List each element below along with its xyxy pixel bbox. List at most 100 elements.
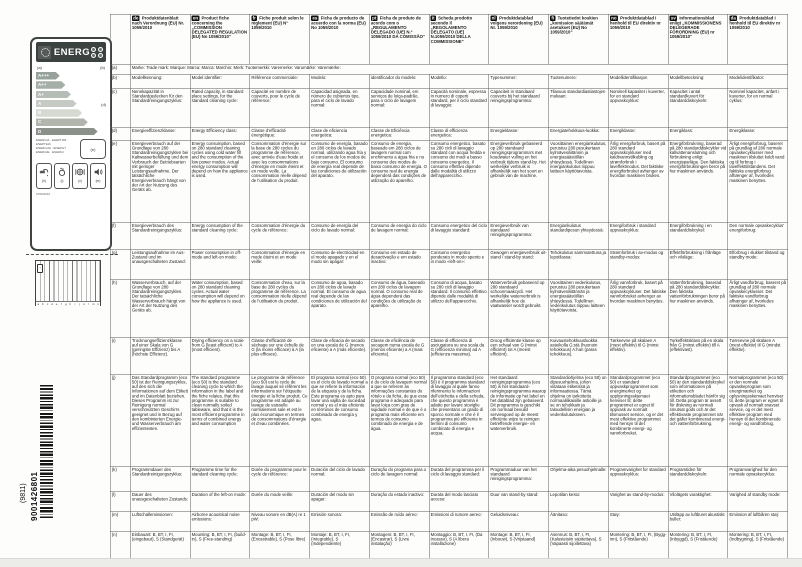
table-cell: The standard programme (eco 50) is the s… [189, 374, 251, 467]
table-cell: Classe d’efficacité énergétique: [249, 127, 310, 141]
header-cell-pt: pt Ficha de produto de acordo com o „REG… [369, 14, 430, 65]
language-badge-da: da [729, 15, 738, 21]
table-cell: Lepotilan kesto: [548, 491, 609, 512]
table-cell: Référence commerciale: [249, 74, 310, 89]
table-cell: Modellidentifikasjon [608, 74, 669, 89]
language-badge-it: it [430, 15, 436, 21]
table-cell: Emission af luftbåren støj: [727, 511, 788, 532]
table-cell: Energiankulutus standardipesun yhteydess… [548, 222, 609, 250]
table-cell: Årlig energiforbruk, basert på 280 stand… [608, 140, 669, 223]
place-settings-box: (c) [72, 163, 88, 190]
table-cell: Wasserverbrauch, auf der Grundlage von 2… [130, 279, 191, 338]
language-badge-nl: nl [490, 15, 497, 21]
table-cell: Energieverbruik van standaard reinigings… [488, 222, 549, 250]
table-cell: Den normale opvaskecyklus’ energiforbrug… [727, 222, 788, 250]
table-cell: Energieverbrauch auf der Grundlage von 2… [130, 140, 191, 223]
row-label: (f) [109, 222, 131, 250]
efficiency-bar-D: D [36, 128, 98, 136]
icon-marker: (c) [78, 179, 82, 184]
table-cell: Energiforbruk i standard oppvaskcyklus: [608, 222, 669, 250]
language-badge-de: de [131, 15, 140, 21]
fiche-column-marker: d [51, 302, 53, 306]
table-cell: Strømforbruk i av-modus og standby-modus… [608, 249, 669, 280]
table-cell: Consumo em estado de desactivação e em e… [369, 249, 430, 280]
header-title: Informationsblad enligt „KOMMISSIONENS D… [669, 15, 722, 40]
fiche-column-marker: k [83, 302, 85, 306]
header-title: Produktdatenblatt nach Verordnung (EU) N… [131, 15, 185, 30]
table-cell: Typenummer: [488, 74, 549, 89]
table-cell: Nominel kapacitet, anført i kuverter, fo… [727, 88, 788, 128]
table-cell: Støy: [608, 511, 669, 532]
table-cell: Rated capacity, in standard place settin… [189, 88, 251, 128]
row-label: (b) [109, 74, 131, 89]
header-title: Fiche produit selon le règlement (EU) N°… [251, 15, 304, 30]
header-title: Product fiche concerning the „COMMISSION… [191, 15, 248, 40]
label-marker-d: (d) [101, 102, 106, 107]
page-bottom-edge [0, 558, 802, 567]
header-title: Produktdatablad i henhold til EU direkti… [609, 15, 661, 30]
table-cell: Capacité en nombre de couverts, pour le … [249, 88, 310, 128]
fiche-column-marker: g [64, 302, 67, 306]
table-cell: Durée du mode veille: [249, 491, 310, 512]
noise-box: (m) [90, 163, 106, 190]
barcode-bars-icon [40, 385, 53, 519]
table-cell: Energy consumption, based on 280 standar… [189, 140, 251, 223]
table-cell: Tørkeevne på skalaen A (mest effektiv) t… [608, 337, 669, 375]
efficiency-bar-A: A [36, 100, 77, 108]
header-title: Ficha de produto de acordo com o „REGULA… [370, 15, 426, 40]
table-cell: Classe de Eficiência energetica: [369, 127, 430, 141]
icon-marker: (i) [60, 179, 64, 184]
table-cell: Mounting: B, BT, I, FI, (build-in), S (F… [189, 531, 251, 559]
efficiency-grade-label: B [38, 110, 42, 116]
table-cell: Capacità nominale, espressa in numero di… [428, 88, 490, 128]
table-cell: Waterverbruik gebaseerd op 280 standaard… [488, 279, 549, 338]
table-cell: Modelo: [309, 74, 370, 89]
header-title: Produktdatablad i henhold til EU direkti… [729, 15, 781, 30]
header-title: Tuotetiedot koskien „komission säätämät … [550, 15, 598, 35]
header-cell-it: it Scheda prodotto secondo il „REGOLAMEN… [428, 14, 490, 65]
table-cell: Energieeffizienzklasse: [130, 127, 191, 141]
table-cell: Energy consumption of the standard clean… [189, 222, 251, 250]
table-cell-merged: Marke: Trade mark: Marque: Marca: Marca:… [130, 64, 788, 75]
fiche-column-marker: c [46, 302, 49, 306]
fiche-table-grid: de Produktdatenblatt nach Verordnung (EU… [109, 14, 788, 559]
table-cell: Modelidentifikator: [727, 74, 788, 89]
table-cell: Emissão de ruído aéreo: [369, 511, 430, 532]
energy-label-title: ENERG [53, 46, 91, 58]
water-consumption-box: (h) [36, 163, 52, 190]
row-label: (e) [109, 140, 131, 223]
table-cell: O programa normal (eco 50) é do ciclo de… [369, 374, 430, 467]
language-badge-fi: fi [550, 15, 556, 21]
table-cell: Energiklasse: [727, 127, 788, 141]
table-cell: El programa normal (eco 50) es el ciclo … [309, 374, 370, 467]
table-cell: identificador do modelo: [369, 74, 430, 89]
table-cell: Effektförbrukning i frånläge och viloläg… [667, 249, 729, 280]
table-cell: Varighet av stand-by-modus: [608, 491, 669, 512]
table-row: (i) Trocknungseffizienzklasse auf einer S… [109, 337, 788, 375]
table-cell: Duur van stand-by stand: [488, 491, 549, 512]
table-cell: Asennus: B, BT, I, FI, (Kalusteisiin sij… [548, 531, 609, 559]
row-label: (g) [109, 249, 131, 280]
table-cell: Luftschallemissionen: [130, 511, 191, 532]
row-label: (h) [109, 279, 131, 338]
table-cell: Montage: B, BT, I, FI, (Inbouw), S (Vrij… [488, 531, 549, 559]
table-cell: Standardprogrammet (eco 50) är den stand… [667, 374, 729, 467]
table-cell: Programtiden för standarddiskcykeln: [667, 466, 729, 492]
table-cell: Water consumption, based on 280 standard… [189, 279, 251, 338]
header-cell-en: en Product fiche concerning the „COMMISS… [189, 14, 251, 65]
efficiency-bar-B: B [36, 109, 82, 117]
header-cell-da: da Produktdatablad i henhold til EU dire… [727, 14, 788, 65]
table-cell: Duração do estado inactivo: [369, 491, 430, 512]
table-cell: Capacidade nominal, em serviços de loiça… [369, 88, 430, 128]
table-cell: Classe di efficienza energetica: [428, 127, 490, 141]
table-cell: Niveau sonore en dB(A) re 1 pW: [249, 511, 310, 532]
table-cell: Modello: [428, 74, 490, 89]
table-cell: Duración del modo sin apagar: [309, 491, 370, 512]
language-badge-en: en [191, 15, 200, 21]
table-cell: Energiklasse: [608, 127, 669, 141]
table-cell: Montagem: B, BT, I, FI, (Encastrar), S (… [369, 531, 430, 559]
table-cell: Varighed af standby mode: [727, 491, 788, 512]
table-cell: Programme time for the standard cleaning… [189, 466, 251, 492]
table-cell: Classe d’efficacité de séchage sur une é… [249, 337, 310, 375]
